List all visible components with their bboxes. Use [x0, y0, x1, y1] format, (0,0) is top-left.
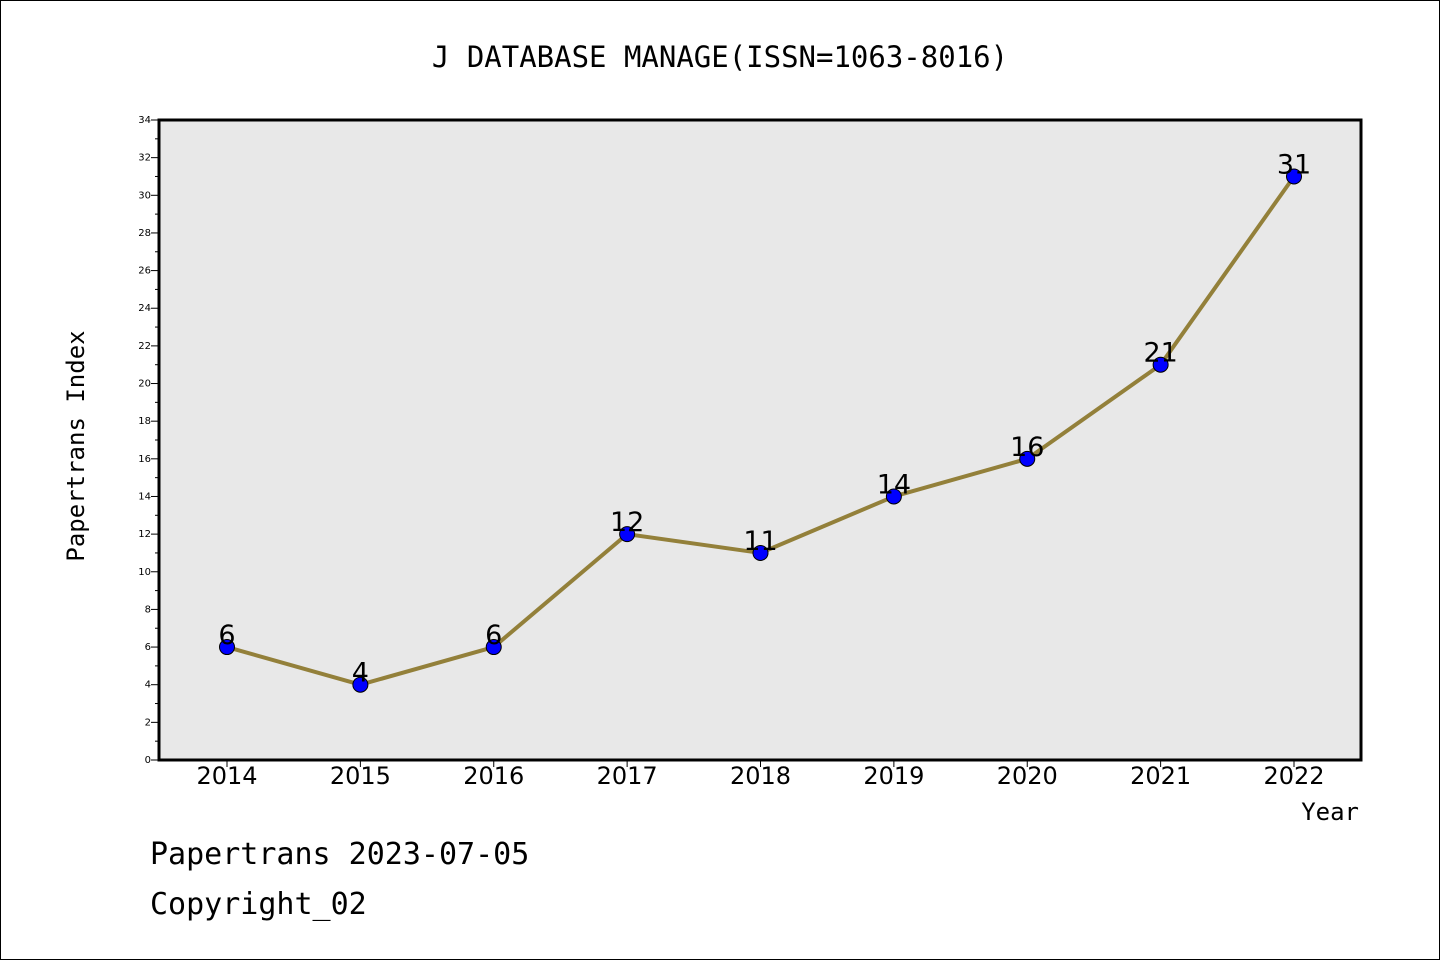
y-tick-label: 30 [138, 190, 151, 201]
data-label: 21 [1143, 338, 1177, 369]
x-tick-label: 2022 [1263, 762, 1324, 790]
plot-area [157, 118, 1363, 762]
data-label: 31 [1277, 149, 1311, 180]
data-point [752, 544, 769, 561]
data-point [352, 676, 369, 693]
y-tick-label: 2 [145, 717, 151, 728]
data-label: 6 [485, 620, 502, 651]
y-tick-label: 6 [145, 642, 151, 653]
y-tick-label: 16 [138, 454, 151, 465]
x-tick-label: 2019 [863, 762, 924, 790]
y-tick-label: 4 [145, 680, 151, 691]
data-point [885, 488, 902, 505]
data-labels: 6 4 6 12 11 14 16 21 31 [218, 149, 1311, 688]
y-tick-label: 34 [138, 115, 151, 126]
y-tick-label: 20 [138, 379, 151, 390]
footer-copyright: Copyright_02 [150, 887, 367, 922]
x-tick-label: 2020 [997, 762, 1058, 790]
y-tick-label: 0 [145, 755, 151, 766]
y-tick-label: 18 [138, 416, 151, 427]
x-tick-label: 2014 [196, 762, 257, 790]
y-tick-label: 32 [138, 153, 151, 164]
x-tick-label: 2016 [463, 762, 524, 790]
x-tick-label: 2021 [1130, 762, 1191, 790]
data-point [1152, 356, 1169, 373]
y-tick-label: 10 [138, 567, 151, 578]
y-tick-label: 12 [138, 529, 151, 540]
chart-title: J DATABASE MANAGE(ISSN=1063-8016) [432, 40, 1008, 74]
data-point [1019, 450, 1036, 467]
data-point [1286, 168, 1302, 185]
data-label: 4 [352, 658, 369, 689]
y-tick-label: 14 [138, 491, 151, 502]
data-point [619, 526, 636, 543]
x-axis: 2014 2015 2016 2017 2018 2019 2020 2021 2022 [196, 760, 1325, 790]
series [219, 168, 1302, 693]
x-tick-label: 2015 [330, 762, 391, 790]
y-axis-label: Papertrans Index [62, 330, 90, 561]
y-tick-label: 22 [138, 341, 151, 352]
footer-date: Papertrans 2023-07-05 [150, 837, 529, 872]
data-label: 12 [610, 507, 644, 538]
data-point [219, 639, 235, 656]
y-tick-label: 24 [138, 303, 151, 314]
data-label: 11 [743, 526, 777, 557]
data-point [485, 639, 502, 656]
y-tick-label: 28 [138, 228, 151, 239]
data-label: 16 [1010, 432, 1044, 463]
x-tick-label: 2017 [597, 762, 658, 790]
y-tick-label: 8 [145, 604, 151, 615]
y-tick-label: 26 [138, 266, 151, 277]
x-axis-label: Year [1301, 798, 1359, 826]
x-tick-label: 2018 [730, 762, 791, 790]
data-label: 6 [218, 620, 235, 651]
data-label: 14 [877, 469, 911, 500]
